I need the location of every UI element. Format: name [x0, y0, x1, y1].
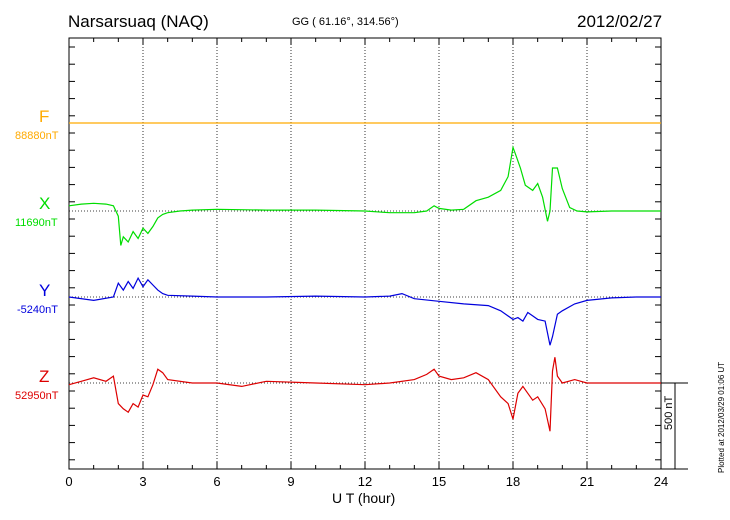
- baseline-label-y: -5240nT: [17, 304, 58, 316]
- plotted-timestamp: Plotted at 2012/03/29 01:06 UT: [717, 361, 726, 473]
- x-tick-label-6: 6: [213, 474, 220, 489]
- x-axis-title: U T (hour): [332, 490, 396, 506]
- date-label: 2012/02/27: [577, 12, 663, 31]
- x-tick-label-15: 15: [432, 474, 446, 489]
- series-z: [68, 357, 661, 432]
- series-y: [68, 276, 661, 346]
- x-tick-label-18: 18: [506, 474, 520, 489]
- x-tick-label-3: 3: [139, 474, 146, 489]
- series-x: [68, 145, 661, 246]
- x-tick-label-9: 9: [287, 474, 294, 489]
- component-label-x: X: [39, 194, 51, 213]
- x-tick-label-0: 0: [65, 474, 72, 489]
- baseline-label-f: 88880nT: [15, 130, 59, 142]
- component-label-y: Y: [39, 281, 51, 300]
- component-label-z: Z: [39, 367, 50, 386]
- component-label-f: F: [39, 107, 50, 126]
- x-tick-label-21: 21: [580, 474, 594, 489]
- baseline-label-x: 11690nT: [15, 217, 58, 229]
- station-title: Narsarsuaq (NAQ): [68, 12, 209, 31]
- station-coordinates: GG ( 61.16°, 314.56°): [292, 16, 399, 28]
- baseline-label-z: 52950nT: [15, 390, 59, 402]
- x-tick-label-12: 12: [358, 474, 372, 489]
- x-tick-label-24: 24: [654, 474, 668, 489]
- scale-bar-label: 500 nT: [663, 395, 675, 430]
